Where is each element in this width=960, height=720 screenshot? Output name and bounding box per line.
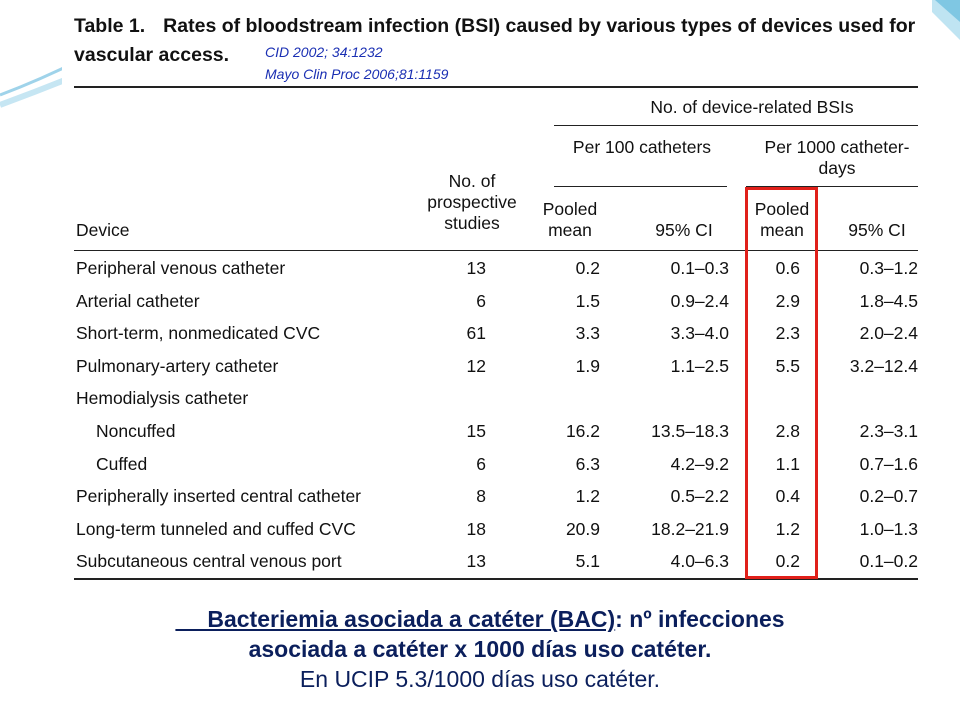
header-device: Device [76, 220, 130, 240]
table-bottom-rule [74, 578, 918, 580]
header-pooled-mean-per1000: Pooled mean [754, 199, 810, 240]
caption-line-1: Bacteriemia asociada a catéter (BAC): nº… [0, 604, 960, 634]
cell-pooled-mean-per100: 16.2 [565, 420, 600, 441]
cell-device: Pulmonary-artery catheter [76, 355, 279, 376]
cell-studies: 13 [466, 551, 486, 572]
cell-ci-per100: 13.5–18.3 [651, 420, 729, 441]
cell-device: Cuffed [96, 453, 148, 474]
cell-pooled-mean-per1000: 5.5 [775, 355, 800, 376]
cell-device: Long-term tunneled and cuffed CVC [76, 518, 356, 539]
cell-pooled-mean-per100: 1.2 [575, 486, 600, 507]
cell-studies: 8 [476, 486, 486, 507]
cell-pooled-mean-per1000: 0.2 [775, 551, 800, 572]
cell-pooled-mean-per1000: 1.2 [775, 518, 800, 539]
cell-ci-per100: 0.1–0.3 [670, 258, 729, 278]
caption-line-3-ucip-rate: En UCIP 5.3/1000 días uso catéter. [299, 666, 661, 692]
pooled-mean-highlight-box [745, 187, 818, 579]
table-row: Long-term tunneled and cuffed CVC 18 20.9 1… [62, 513, 932, 546]
header-studies: No. of prospective studies [427, 171, 517, 233]
cell-pooled-mean-per100: 1.5 [575, 290, 600, 311]
table-row: Noncuffed 15 16.2 13.5–18.3 2.8 2.3–3.1 [62, 415, 932, 448]
cell-device: Peripherally inserted central catheter [76, 486, 362, 507]
cell-studies: 61 [466, 323, 486, 344]
caption-line-1-suffix: : nº infecciones [615, 606, 785, 632]
cell-pooled-mean-per100: 5.1 [575, 551, 600, 572]
table-row: Short-term, nonmedicated CVC 61 3.3 3.3–4.0… [62, 317, 932, 350]
cell-pooled-mean-per100: 20.9 [565, 518, 600, 539]
cell-pooled-mean-per1000: 0.4 [775, 486, 800, 507]
cell-pooled-mean-per100: 0.2 [575, 258, 600, 278]
cell-ci-per100: 3.3–4.0 [670, 323, 729, 344]
caption-line-2: asociada a catéter x 1000 días uso catét… [248, 636, 712, 662]
cell-device: Arterial catheter [76, 290, 200, 311]
cell-ci-per100: 0.9–2.4 [670, 290, 729, 311]
per100-group-rule [554, 186, 727, 187]
table-title-text: Rates of bloodstream infection (BSI) cau… [74, 15, 916, 66]
table-row: Peripheral venous catheter 13 0.2 0.1–0.3 0.… [62, 252, 932, 285]
citation-cid: CID 2002; 34:1232 [265, 44, 383, 60]
cell-device: Noncuffed [96, 420, 176, 441]
cell-studies: 6 [476, 290, 486, 311]
citation-mayo: Mayo Clin Proc 2006;81:1159 [265, 66, 449, 82]
table-label: Table 1. [74, 15, 146, 37]
cell-pooled-mean-per1000: 0.6 [775, 258, 800, 278]
table-row: Hemodialysis catheter [62, 382, 932, 415]
cell-ci-per1000: 0.3–1.2 [859, 258, 918, 278]
cell-studies: 13 [466, 258, 486, 278]
header-pooled-mean-per100: Pooled mean [542, 199, 598, 240]
header-per-100-catheters: Per 100 catheters [572, 137, 712, 157]
cell-pooled-mean-per1000: 2.9 [775, 290, 800, 311]
cell-studies: 12 [466, 355, 486, 376]
cell-device: Short-term, nonmedicated CVC [76, 323, 321, 344]
header-device-related-bsis: No. of device-related BSIs [650, 97, 854, 117]
cell-ci-per100: 4.2–9.2 [670, 453, 729, 474]
cell-device: Hemodialysis catheter [76, 388, 249, 409]
cell-ci-per1000: 2.3–3.1 [859, 420, 918, 441]
table-header-rule [74, 250, 918, 251]
table-body: Peripheral venous catheter 13 0.2 0.1–0.3 0.… [62, 252, 932, 578]
cell-ci-per1000: 2.0–2.4 [859, 323, 918, 344]
cell-studies: 18 [466, 518, 486, 539]
table-row: Cuffed 6 6.3 4.2–9.2 1.1 0.7–1.6 [62, 448, 932, 481]
cell-ci-per1000: 0.2–0.7 [859, 486, 918, 507]
table-row: Pulmonary-artery catheter 12 1.9 1.1–2.5 5.5… [62, 350, 932, 383]
table-row: Subcutaneous central venous port 13 5.1 4.0… [62, 545, 932, 578]
cell-studies: 6 [476, 453, 486, 474]
bsis-group-rule [554, 125, 918, 126]
table-top-rule [74, 86, 918, 88]
cell-ci-per1000: 0.7–1.6 [859, 453, 918, 474]
cell-ci-per100: 18.2–21.9 [651, 518, 729, 539]
cell-ci-per1000: 3.2–12.4 [849, 355, 918, 376]
cell-pooled-mean-per100: 1.9 [575, 355, 600, 376]
cell-device: Peripheral venous catheter [76, 258, 286, 278]
table-row: Arterial catheter 6 1.5 0.9–2.4 2.9 1.8–4.5 [62, 285, 932, 318]
header-ci-per1000: 95% CI [848, 220, 906, 240]
cell-studies: 15 [466, 420, 486, 441]
cell-ci-per1000: 0.1–0.2 [859, 551, 918, 572]
header-per-1000-catheter-days: Per 1000 catheter-days [764, 137, 910, 178]
cell-pooled-mean-per1000: 2.8 [775, 420, 800, 441]
cell-ci-per100: 1.1–2.5 [670, 355, 729, 376]
slide-caption: Bacteriemia asociada a catéter (BAC): nº… [0, 604, 960, 694]
caption-bac-term: Bacteriemia asociada a catéter (BAC) [175, 606, 616, 632]
cell-pooled-mean-per1000: 1.1 [775, 453, 800, 474]
cell-pooled-mean-per1000: 2.3 [775, 323, 800, 344]
cell-device: Subcutaneous central venous port [76, 551, 342, 572]
table-row: Peripherally inserted central catheter 8 1… [62, 480, 932, 513]
cell-ci-per100: 0.5–2.2 [670, 486, 729, 507]
cell-ci-per1000: 1.8–4.5 [859, 290, 918, 311]
per1000-group-rule [746, 186, 918, 187]
bsi-rates-table: Table 1. Rates of bloodstream infection (… [62, 0, 932, 592]
header-ci-per100: 95% CI [655, 220, 713, 240]
cell-ci-per1000: 1.0–1.3 [859, 518, 918, 539]
cell-ci-per100: 4.0–6.3 [670, 551, 729, 572]
cell-pooled-mean-per100: 6.3 [575, 453, 600, 474]
table-title: Table 1. Rates of bloodstream infection (… [74, 12, 924, 70]
cell-pooled-mean-per100: 3.3 [575, 323, 600, 344]
